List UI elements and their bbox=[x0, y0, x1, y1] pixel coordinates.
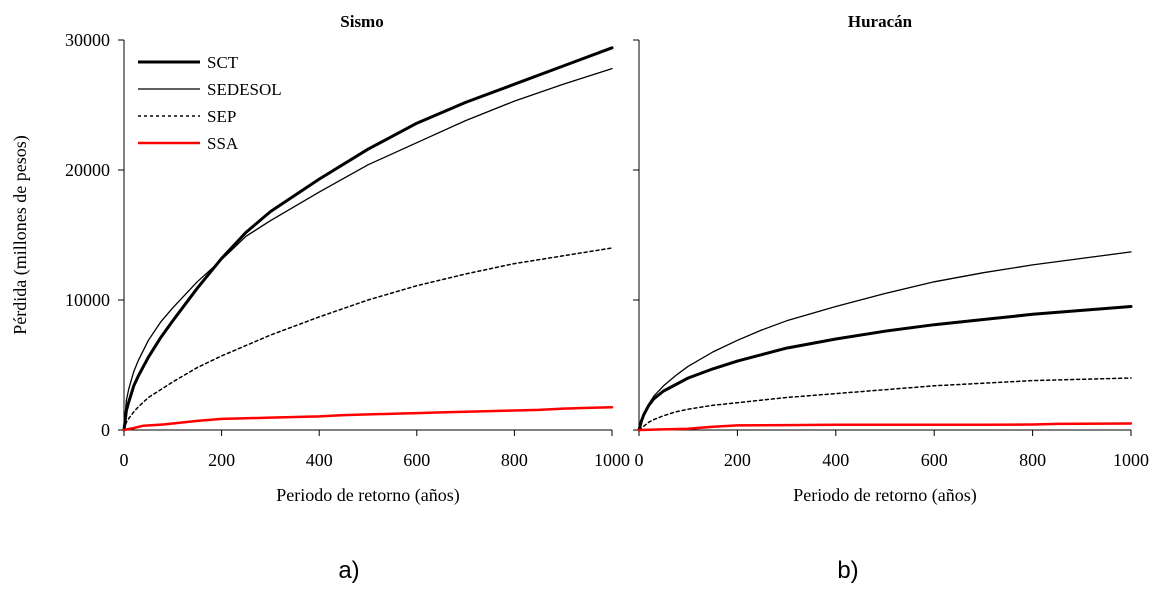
x-tick-label: 800 bbox=[501, 450, 528, 470]
x-tick-label: 1000 bbox=[594, 450, 630, 470]
series-line-ssa bbox=[637, 422, 1133, 432]
y-tick-label: 20000 bbox=[65, 160, 110, 180]
x-tick-label: 800 bbox=[1019, 450, 1046, 470]
x-tick-label: 400 bbox=[306, 450, 333, 470]
chart-title: Huracán bbox=[848, 12, 913, 31]
series-line-sct bbox=[637, 305, 1133, 432]
x-tick-label: 1000 bbox=[1113, 450, 1149, 470]
legend-label-sct: SCT bbox=[207, 53, 239, 72]
series-line-sedesol bbox=[123, 67, 613, 431]
y-tick-label: 0 bbox=[101, 420, 110, 440]
x-axis-label: Periodo de retorno (años) bbox=[276, 485, 459, 506]
y-tick-label: 10000 bbox=[65, 290, 110, 310]
y-tick-label: 30000 bbox=[65, 30, 110, 50]
legend-label-sedesol: SEDESOL bbox=[207, 80, 282, 99]
series-line-sep bbox=[123, 247, 613, 431]
legend-label-ssa: SSA bbox=[207, 134, 239, 153]
panel-label: b) bbox=[837, 557, 858, 584]
x-tick-label: 400 bbox=[822, 450, 849, 470]
x-tick-label: 200 bbox=[208, 450, 235, 470]
legend-label-sep: SEP bbox=[207, 107, 236, 126]
chart-title: Sismo bbox=[340, 12, 383, 31]
series-line-sedesol bbox=[638, 251, 1132, 431]
y-axis-label: Pérdida (millones de pesos) bbox=[10, 135, 31, 334]
x-tick-label: 600 bbox=[921, 450, 948, 470]
x-tick-label: 200 bbox=[724, 450, 751, 470]
x-axis-label: Periodo de retorno (años) bbox=[793, 485, 976, 506]
series-line-sep bbox=[638, 377, 1132, 431]
x-tick-label: 600 bbox=[403, 450, 430, 470]
x-tick-label: 0 bbox=[120, 450, 129, 470]
series-line-sct bbox=[122, 46, 614, 432]
x-tick-label: 0 bbox=[635, 450, 644, 470]
series-line-ssa bbox=[122, 406, 614, 432]
panel-label: a) bbox=[338, 557, 359, 584]
